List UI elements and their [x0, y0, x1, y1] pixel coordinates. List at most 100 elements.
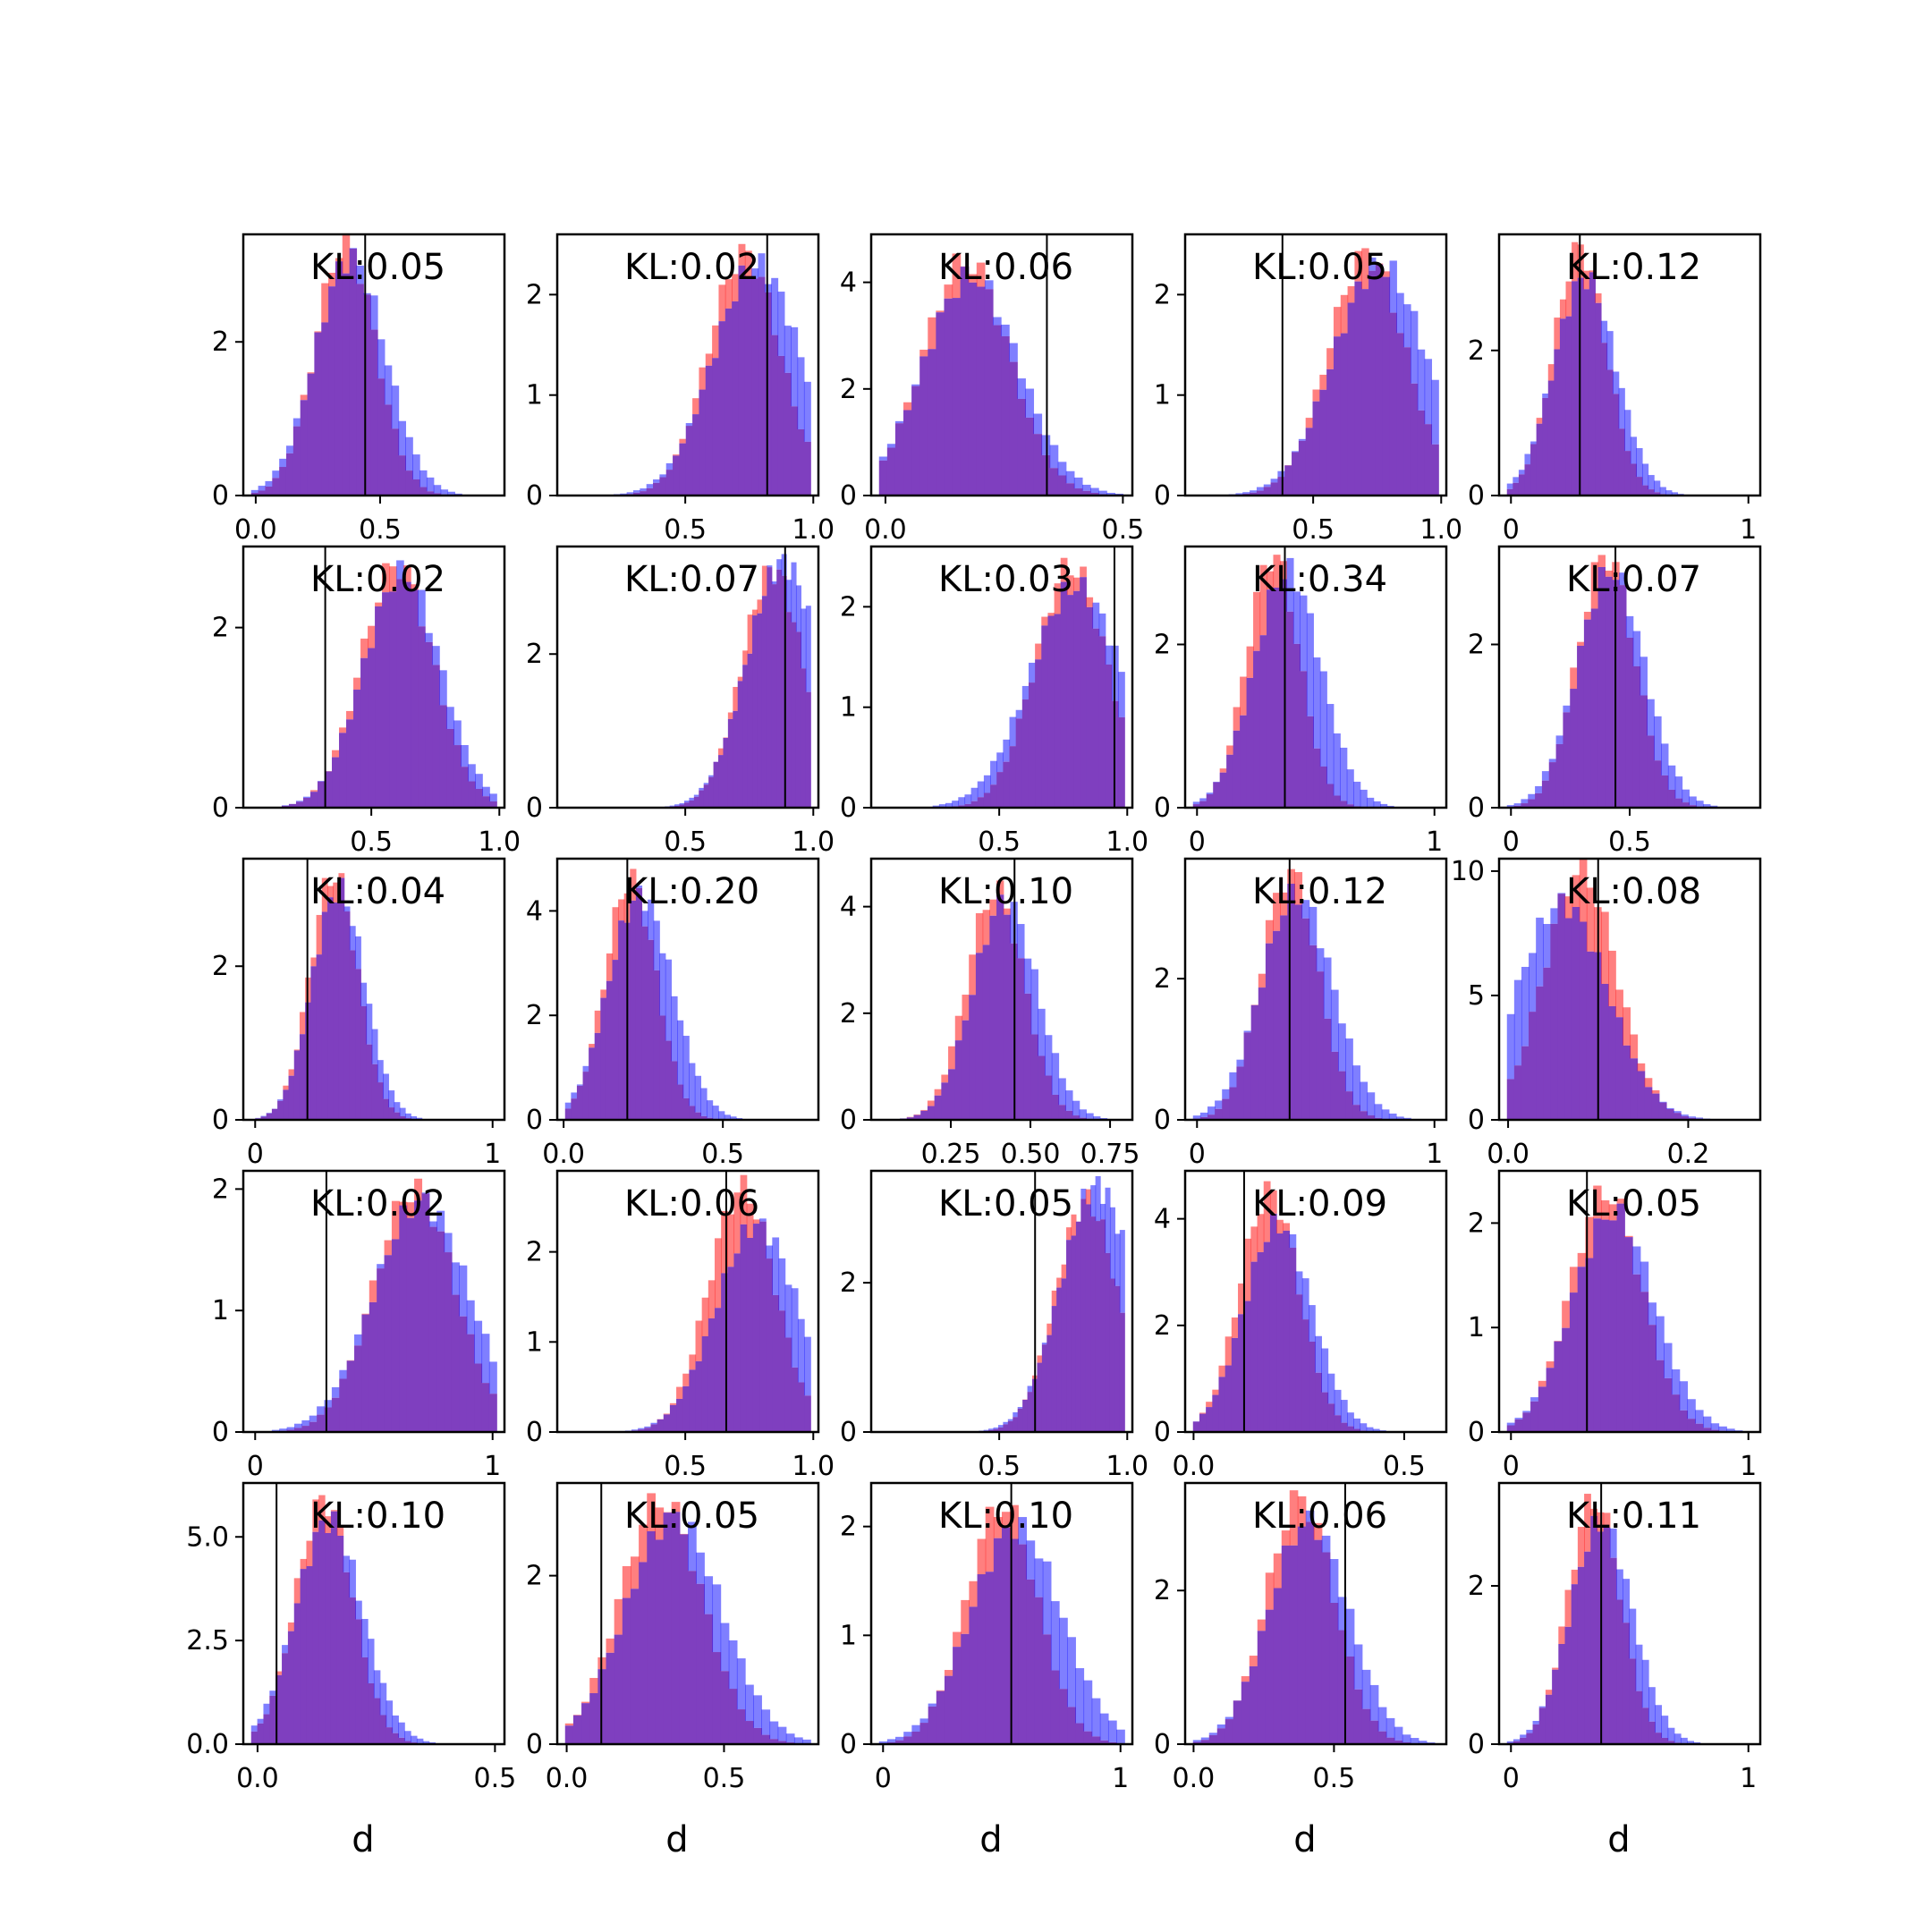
overlap-bar: [969, 995, 977, 1120]
overlap-bar: [1571, 1584, 1579, 1744]
red-bar: [948, 1046, 956, 1070]
blue-bar: [928, 1703, 937, 1707]
blue-bar: [730, 1116, 737, 1120]
overlap-bar: [1600, 343, 1608, 496]
overlap-bar: [784, 1337, 792, 1432]
red-bar: [1615, 989, 1623, 1018]
overlap-bar: [1323, 1018, 1332, 1120]
red-bar: [913, 1114, 921, 1115]
overlap-bar: [1671, 1394, 1681, 1432]
blue-bar: [903, 1732, 912, 1737]
overlap-bar: [1100, 1219, 1106, 1432]
blue-bar: [1235, 493, 1243, 495]
overlap-bar: [1326, 784, 1335, 808]
overlap-bar: [700, 1115, 708, 1120]
blue-bar: [1656, 1316, 1665, 1360]
overlap-bar: [1075, 1723, 1085, 1744]
overlap-bar: [426, 491, 435, 496]
overlap-bar: [321, 322, 329, 496]
blue-bar: [1316, 948, 1325, 972]
blue-bar: [250, 1725, 258, 1732]
red-bar: [630, 869, 637, 901]
overlap-bar: [657, 1419, 665, 1432]
red-bar: [936, 1690, 945, 1691]
blue-bar: [1681, 1114, 1689, 1116]
blue-bar: [932, 805, 940, 808]
red-bar: [1554, 1341, 1563, 1342]
red-bar: [369, 1280, 377, 1302]
red-bar: [1046, 1323, 1053, 1335]
blue-bar: [582, 1065, 589, 1072]
red-bar: [1382, 271, 1391, 277]
overlap-bar: [1041, 454, 1051, 496]
red-bar: [1263, 1181, 1271, 1242]
overlap-bar: [1321, 1392, 1329, 1432]
red-bar: [1313, 1522, 1323, 1540]
overlap-bar: [685, 426, 693, 496]
axes-frame: [1183, 1169, 1448, 1434]
overlap-bar: [1629, 1658, 1637, 1744]
overlap-bar: [1233, 730, 1241, 808]
blue-bar: [1630, 436, 1637, 464]
blue-bar: [1013, 1411, 1019, 1418]
overlap-bar: [250, 493, 259, 496]
blue-bar: [659, 474, 667, 478]
red-bar: [1265, 1572, 1275, 1610]
overlap-bar: [804, 1395, 811, 1432]
x-tick-label: 0.5: [701, 1139, 744, 1170]
red-bar: [1579, 859, 1588, 922]
overlap-bar: [1249, 1665, 1258, 1744]
red-bar: [1085, 1189, 1091, 1205]
red-bar: [727, 1214, 735, 1267]
overlap-bar: [1361, 1708, 1371, 1744]
overlap-bar: [1330, 1051, 1339, 1120]
overlap-bar: [1615, 1017, 1623, 1120]
blue-bar: [1003, 1421, 1009, 1425]
x-tick-label: 0.0: [234, 514, 277, 546]
overlap-bar: [1327, 1403, 1335, 1432]
overlap-bar: [383, 1098, 389, 1120]
y-tick-label: 2: [840, 374, 857, 405]
red-bar: [1616, 1199, 1625, 1204]
overlap-bar: [275, 1674, 283, 1744]
blue-bar: [1410, 1738, 1419, 1744]
overlap-bar: [1114, 1285, 1121, 1432]
blue-bar: [1301, 900, 1310, 919]
blue-bar: [399, 1107, 406, 1116]
blue-bar: [895, 1736, 904, 1741]
red-bar: [339, 727, 347, 733]
overlap-bar: [257, 1723, 265, 1744]
blue-bar: [451, 1262, 460, 1295]
red-bar: [336, 1525, 344, 1536]
overlap-bar: [1368, 270, 1377, 496]
red-bar: [1231, 1317, 1239, 1338]
blue-bar: [1661, 1716, 1669, 1738]
red-bar: [1577, 1527, 1585, 1567]
overlap-bar: [1403, 347, 1411, 496]
overlap-bar: [439, 705, 447, 808]
axes-frame: [242, 857, 506, 1122]
red-bar: [679, 438, 687, 444]
x-tick-label: 0: [247, 1139, 264, 1170]
overlap-bar: [325, 771, 333, 808]
overlap-bar: [355, 969, 361, 1120]
red-bar: [1246, 646, 1254, 678]
overlap-bar: [404, 1741, 411, 1744]
overlap-bar: [630, 1589, 640, 1744]
red-bar: [699, 367, 707, 390]
overlap-bar: [1212, 1394, 1220, 1432]
red-bar: [1600, 1199, 1610, 1220]
overlap-bar: [466, 1334, 475, 1432]
overlap-bar: [446, 728, 454, 808]
overlap-bar: [1319, 766, 1327, 808]
red-bar: [1066, 575, 1074, 596]
overlap-bar: [1075, 1221, 1081, 1432]
blue-bar: [388, 1090, 395, 1108]
histogram-panel: 020 1KL:0.12: [1154, 857, 1448, 1170]
overlap-bar: [679, 1534, 689, 1744]
blue-bar: [250, 489, 259, 494]
blue-bar: [1641, 463, 1649, 486]
blue-bar: [1292, 451, 1300, 453]
red-bar: [737, 676, 743, 682]
blue-bar: [422, 1741, 430, 1744]
